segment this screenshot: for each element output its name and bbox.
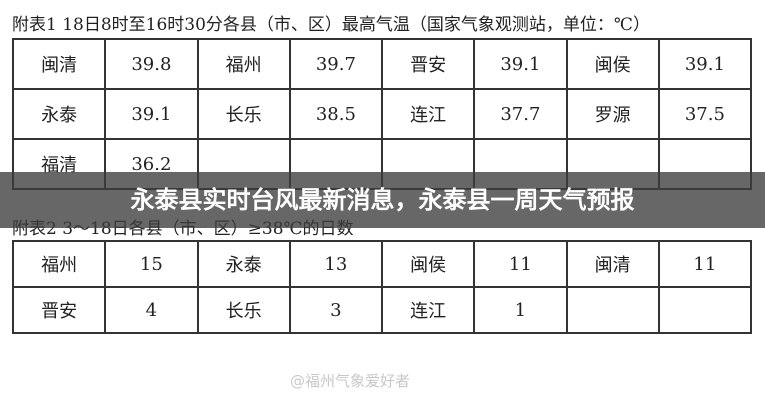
value-cell: 39.1 [104, 88, 199, 140]
county-cell: 永泰 [11, 88, 107, 140]
county-cell: 福州 [196, 38, 291, 90]
value-cell: 11 [473, 240, 568, 288]
county-cell: 闽侯 [380, 240, 476, 288]
value-cell: 39.1 [657, 38, 753, 90]
county-cell: 长乐 [196, 286, 291, 334]
county-cell: 福州 [11, 240, 107, 288]
table-title: 附表1 18日8时至16时30分各县（市、区）最高气温（国家气象观测站，单位：℃… [12, 15, 650, 35]
value-cell: 39.7 [288, 38, 384, 90]
county-cell: 晋安 [380, 38, 476, 90]
table-row: 晋安 4 长乐 3 连江 1 [11, 286, 753, 334]
county-cell: 连江 [380, 286, 476, 334]
table-row: 闽清 39.8 福州 39.7 晋安 39.1 闽侯 39.1 [11, 38, 753, 90]
county-cell: 晋安 [11, 286, 107, 334]
value-cell: 13 [288, 240, 384, 288]
county-cell: 连江 [380, 88, 476, 140]
temperature-table: 闽清 39.8 福州 39.7 晋安 39.1 闽侯 39.1 永泰 39.1 长乐 38.5 连江 37… [11, 38, 753, 190]
table-row: 福州 15 永泰 13 闽侯 11 闽清 11 [11, 240, 753, 288]
county-cell: 闽清 [565, 240, 660, 288]
value-cell: 1 [473, 286, 568, 334]
empty-cell [565, 286, 660, 334]
value-cell: 38.5 [288, 88, 384, 140]
county-cell: 罗源 [565, 88, 660, 140]
table-row: 永泰 39.1 长乐 38.5 连江 37.7 罗源 37.5 [11, 88, 753, 140]
empty-cell [657, 286, 753, 334]
value-cell: 37.7 [473, 88, 568, 140]
value-cell: 39.8 [104, 38, 199, 90]
value-cell: 3 [288, 286, 384, 334]
days-table: 福州 15 永泰 13 闽侯 11 闽清 11 晋安 4 长乐 3 连江 1 [11, 240, 753, 334]
county-cell: 永泰 [196, 240, 291, 288]
county-cell: 闽清 [11, 38, 107, 90]
county-cell: 长乐 [196, 88, 291, 140]
county-cell: 闽侯 [565, 38, 660, 90]
banner: 永泰县实时台风最新消息，永泰县一周天气预报 [0, 172, 765, 228]
watermark: @福州气象爱好者 [290, 372, 411, 390]
value-cell: 15 [104, 240, 199, 288]
value-cell: 39.1 [473, 38, 568, 90]
value-cell: 11 [657, 240, 753, 288]
value-cell: 4 [104, 286, 199, 334]
value-cell: 37.5 [657, 88, 753, 140]
